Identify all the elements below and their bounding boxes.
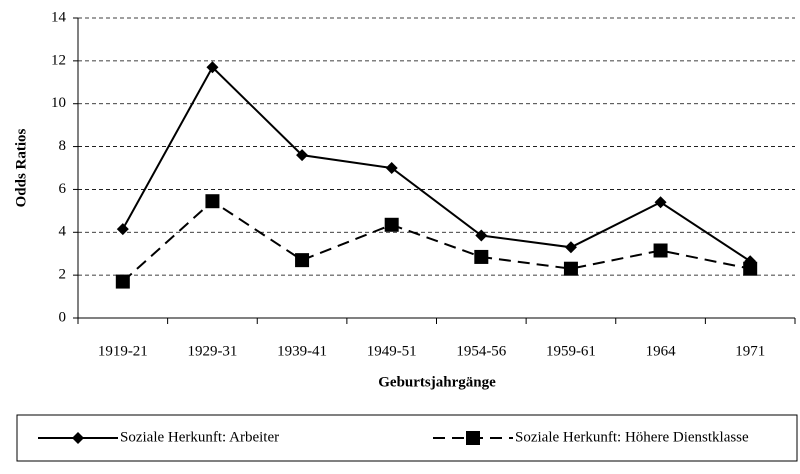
y-tick-label: 4 (59, 224, 67, 240)
marker (206, 61, 219, 74)
x-tick-label: 1929-31 (187, 343, 237, 359)
y-axis-label: Odds Ratios (13, 128, 29, 207)
y-tick-label: 8 (59, 138, 67, 154)
marker (116, 223, 129, 236)
x-tick-label: 1964 (646, 343, 677, 359)
y-tick-label: 12 (51, 52, 66, 68)
marker (384, 217, 399, 232)
marker (743, 261, 758, 276)
marker (653, 243, 668, 258)
x-tick-label: 1954-56 (456, 343, 506, 359)
legend-marker (72, 432, 84, 444)
y-tick-label: 2 (59, 267, 67, 283)
y-tick-label: 10 (51, 95, 66, 111)
series-line (121, 65, 751, 263)
legend-label: Soziale Herkunft: Arbeiter (120, 429, 279, 445)
marker (385, 162, 398, 174)
marker (115, 274, 130, 289)
x-tick-label: 1939-41 (277, 343, 327, 359)
marker (563, 261, 578, 276)
marker (296, 149, 309, 162)
y-tick-label: 0 (59, 309, 67, 325)
series-line (122, 199, 751, 283)
x-axis-label: Geburtsjahrgänge (378, 374, 496, 390)
x-tick-label: 1949-51 (367, 343, 417, 359)
x-tick-label: 1919-21 (98, 343, 148, 359)
x-tick-label: 1971 (735, 343, 765, 359)
y-tick-label: 6 (59, 181, 67, 197)
marker (475, 229, 488, 242)
legend-box (16, 414, 798, 462)
marker (564, 241, 577, 254)
marker (474, 249, 489, 264)
marker (654, 196, 667, 209)
marker (295, 253, 310, 268)
legend-label: Soziale Herkunft: Höhere Dienstklasse (515, 429, 749, 445)
marker (205, 194, 220, 209)
legend-marker (466, 431, 480, 445)
x-tick-label: 1959-61 (546, 343, 596, 359)
y-tick-label: 14 (51, 9, 67, 25)
